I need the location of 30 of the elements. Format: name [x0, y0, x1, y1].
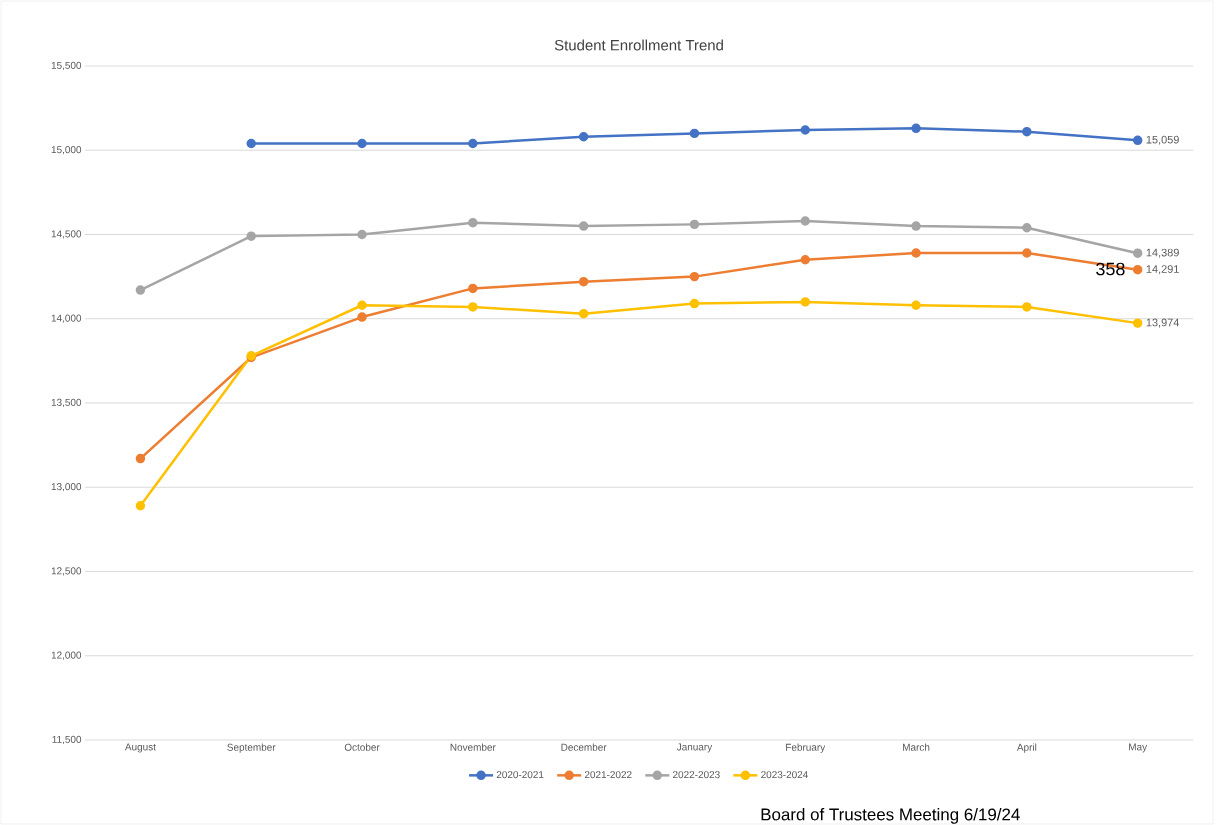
chart-title: Student Enrollment Trend	[554, 39, 723, 51]
y-tick-label: 12,000	[51, 651, 82, 660]
x-tick-label: October	[344, 743, 380, 751]
data-label: 15,059	[1146, 135, 1179, 145]
x-tick-label: January	[676, 743, 713, 753]
x-tick-label: March	[903, 743, 930, 751]
x-tick-label: August	[124, 743, 156, 753]
y-tick-label: 14,500	[51, 230, 82, 239]
y-tick-label: 15,000	[51, 146, 82, 155]
x-tick-label: September	[227, 743, 276, 753]
legend-label: 2021-2022	[584, 771, 632, 779]
y-tick-label: 13,500	[51, 398, 82, 408]
y-tick-label: 12,500	[51, 567, 82, 576]
data-label: 14,291	[1146, 265, 1179, 275]
annotation: 358	[1096, 262, 1125, 276]
x-tick-label: April	[1016, 743, 1037, 753]
x-tick-label: November	[450, 743, 496, 751]
x-tick-label: December	[561, 743, 607, 751]
data-label: 13,974	[1146, 318, 1180, 328]
y-tick-label: 13,000	[51, 483, 82, 492]
legend-label: 2022-2023	[673, 771, 720, 779]
data-label: 14,389	[1146, 248, 1179, 258]
y-tick-label: 11,500	[52, 735, 82, 745]
x-tick-label: May	[1129, 743, 1148, 753]
y-tick-label: 15,500	[51, 61, 82, 71]
legend-label: 2020-2021	[496, 771, 544, 779]
text: Board of Trustees Meeting 6/19/24	[761, 808, 1020, 824]
legend-label: 2023-2024	[761, 771, 808, 779]
y-tick-label: 14,000	[51, 314, 82, 323]
x-tick-label: February	[786, 743, 826, 753]
